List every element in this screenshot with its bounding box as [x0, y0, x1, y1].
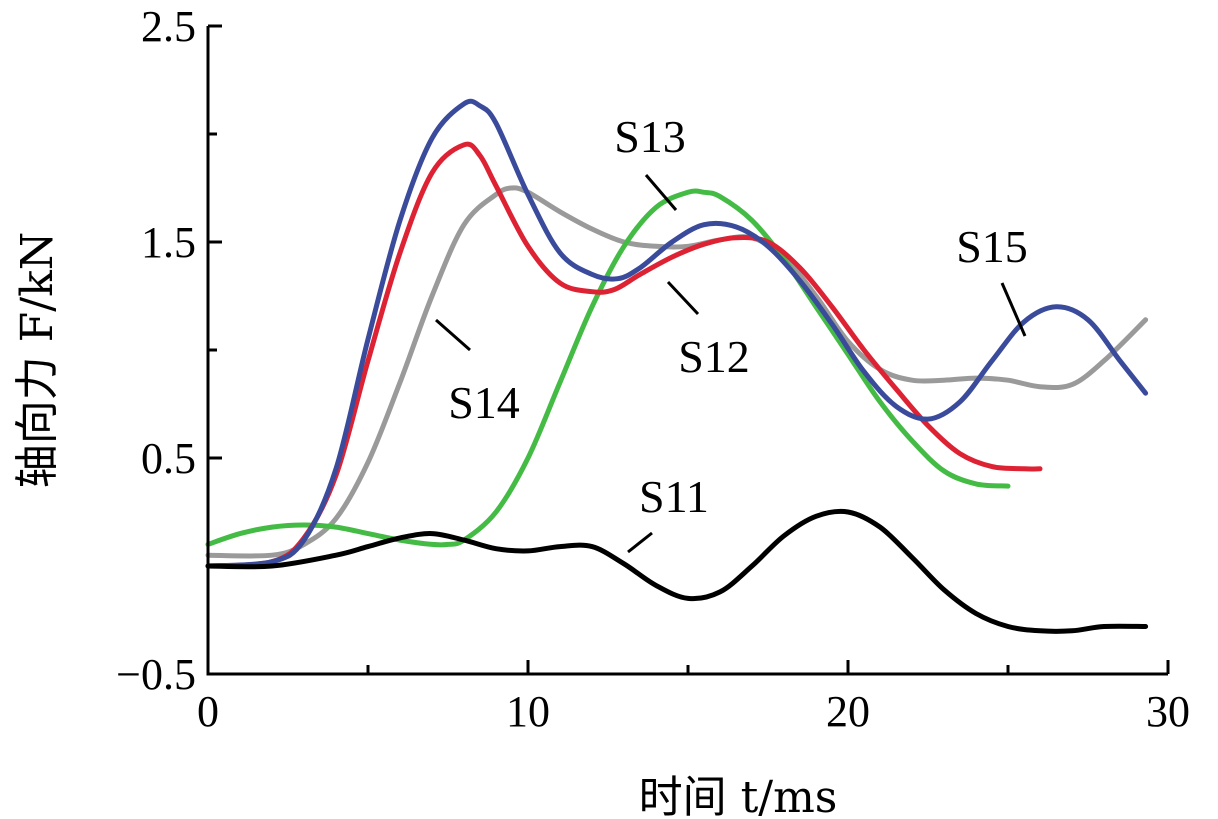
- y-tick-label: 2.5: [141, 2, 196, 51]
- series-label-s12: S12: [678, 331, 750, 382]
- x-tick-label: 10: [506, 687, 550, 736]
- labels-layer: 时间 t/ms 轴向力 F/kN: [12, 232, 837, 819]
- x-tick-label: 30: [1146, 687, 1190, 736]
- leader-line-s15: [1000, 282, 1027, 337]
- y-tick-label: −0.5: [116, 650, 196, 699]
- series-line-s11: [205, 508, 1149, 634]
- series-line-s13: [205, 188, 1011, 548]
- series-line-s15: [205, 98, 1149, 569]
- y-tick-label: 1.5: [141, 218, 196, 267]
- series-label-s14: S14: [448, 377, 520, 428]
- leader-line-s11: [627, 531, 653, 554]
- leader-line-s13: [644, 174, 678, 211]
- series-layer: [205, 98, 1149, 634]
- series-label-s11: S11: [639, 471, 709, 522]
- series-line-s14: [205, 185, 1149, 559]
- x-tick-label: 0: [197, 687, 219, 736]
- leader-line-s12: [666, 280, 700, 316]
- series-label-s15: S15: [956, 221, 1028, 272]
- y-tick-label: 0.5: [141, 434, 196, 483]
- leader-line-s14: [435, 318, 471, 352]
- y-axis-title: 轴向力 F/kN: [12, 232, 63, 489]
- x-axis-title: 时间 t/ms: [639, 772, 838, 819]
- x-tick-label: 20: [826, 687, 870, 736]
- series-line-s12: [205, 141, 1043, 569]
- series-label-s13: S13: [614, 111, 686, 162]
- axes-layer: 0 10 20 30 −0.5 0.5 1.5 2.5: [116, 2, 1190, 736]
- annotation-layer: S11 S12 S13 S14 S15: [435, 111, 1028, 554]
